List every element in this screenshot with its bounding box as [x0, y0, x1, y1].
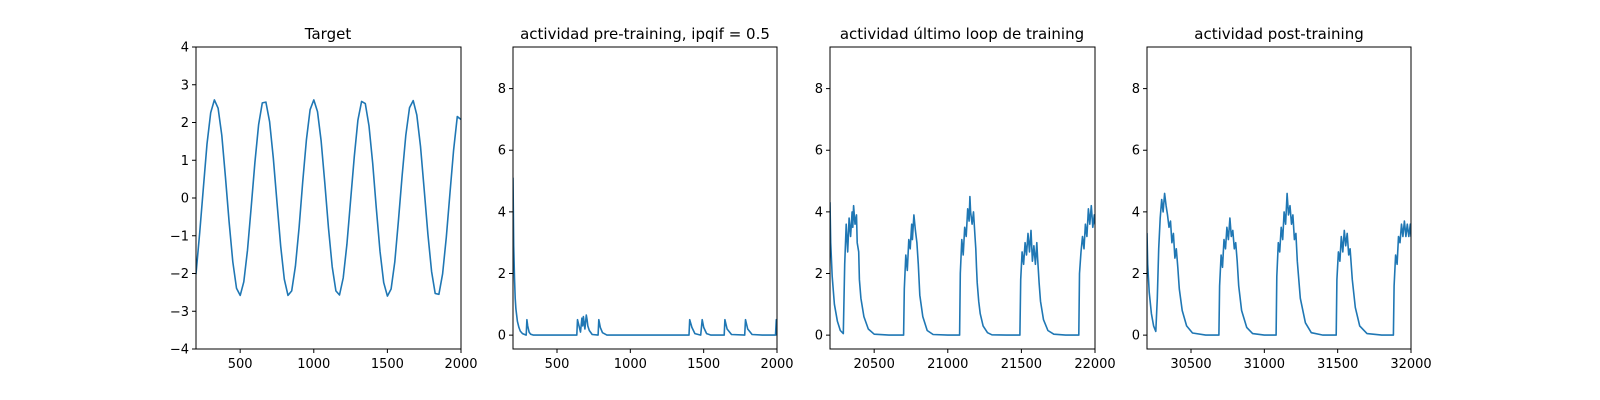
x-tick-label: 2000	[444, 357, 477, 372]
y-tick-label: 4	[815, 205, 823, 220]
y-tick-label: 2	[1132, 267, 1140, 282]
y-tick-label: 6	[1132, 144, 1140, 159]
series-line	[196, 99, 461, 297]
y-tick-label: 1	[181, 154, 189, 169]
x-tick-label: 21000	[927, 357, 968, 372]
y-tick-label: −1	[170, 229, 189, 244]
y-tick-label: 2	[815, 267, 823, 282]
axes-frame	[829, 46, 1096, 350]
x-tick-label: 1500	[371, 357, 404, 372]
x-tick-label: 32000	[1390, 357, 1431, 372]
series-line	[830, 195, 1095, 336]
x-tick-label: 20500	[853, 357, 894, 372]
panel-post-training: actividad post-training 30500 31000 31500 3…	[1132, 25, 1432, 372]
y-tick-label: 2	[498, 267, 506, 282]
y-tick-label: 0	[498, 329, 506, 344]
y-tick-label: 4	[1132, 205, 1140, 220]
plot-area: 30500 31000 31500 32000 0 2 4 6 8	[1132, 46, 1432, 372]
panel-pre-training: actividad pre-training, ipqif = 0.5 500 1…	[498, 25, 794, 372]
axes-frame	[512, 46, 778, 350]
x-tick-label: 2000	[760, 357, 793, 372]
x-tick-label: 31500	[1317, 357, 1358, 372]
plot-area: 500 1000 1500 2000 0 2 4 6 8	[498, 46, 794, 372]
y-tick-label: −4	[170, 343, 189, 358]
y-tick-label: 3	[181, 78, 189, 93]
plot-area: 20500 21000 21500 22000 0 2 4 6 8	[815, 46, 1116, 372]
y-tick-label: 0	[1132, 329, 1140, 344]
y-tick-label: 4	[181, 41, 189, 56]
x-tick-label: 30500	[1170, 357, 1211, 372]
x-tick-label: 1000	[297, 357, 330, 372]
panel-title: actividad último loop de training	[840, 25, 1084, 43]
panel-title: Target	[304, 25, 352, 43]
axes-frame	[1146, 46, 1412, 350]
y-tick-label: −3	[170, 305, 189, 320]
series-line	[513, 177, 777, 336]
plot-area: 500 1000 1500 2000 −4 −3 −2 −1 0 1 2 3 4	[170, 41, 478, 373]
y-tick-label: 8	[815, 82, 823, 97]
y-tick-label: 6	[815, 144, 823, 159]
x-tick-label: 500	[545, 357, 570, 372]
x-tick-label: 1000	[614, 357, 647, 372]
x-tick-label: 1500	[687, 357, 720, 372]
series-line	[1147, 192, 1411, 336]
x-tick-label: 21500	[1001, 357, 1042, 372]
panel-title: actividad post-training	[1194, 25, 1363, 43]
y-tick-label: −2	[170, 267, 189, 282]
x-tick-label: 31000	[1244, 357, 1285, 372]
panel-last-training-loop: actividad último loop de training 20500 2…	[815, 25, 1116, 372]
x-tick-label: 500	[228, 357, 253, 372]
panel-target: Target 500 1000 1500 2000 −4 −3 −2 −1 0 1 2 3 4	[170, 25, 478, 372]
y-tick-label: 0	[815, 329, 823, 344]
y-tick-label: 0	[181, 192, 189, 207]
y-tick-label: 4	[498, 205, 506, 220]
panel-title: actividad pre-training, ipqif = 0.5	[520, 25, 770, 43]
y-tick-label: 6	[498, 144, 506, 159]
y-tick-label: 8	[498, 82, 506, 97]
x-tick-label: 22000	[1074, 357, 1115, 372]
y-tick-label: 2	[181, 116, 189, 131]
y-tick-label: 8	[1132, 82, 1140, 97]
